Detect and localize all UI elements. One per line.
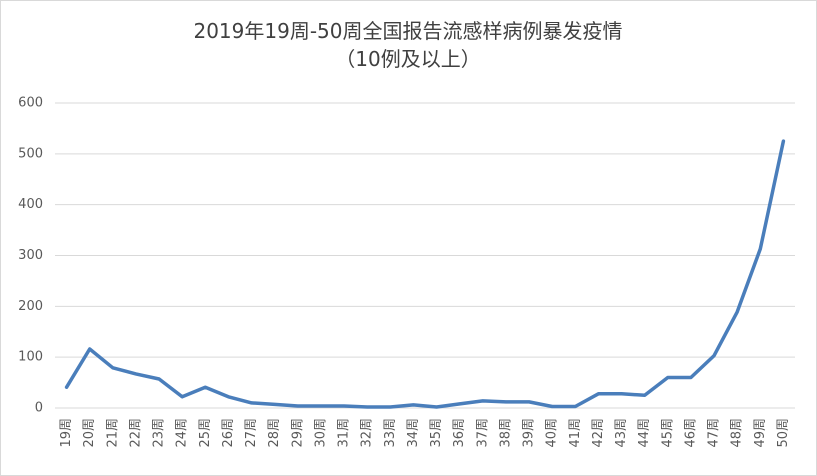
x-tick-label: 32周 (360, 418, 375, 448)
x-tick-label: 25周 (198, 418, 213, 448)
x-tick-label: 46周 (683, 418, 698, 448)
x-tick-label: 26周 (221, 418, 236, 448)
y-tick-label: 600 (18, 96, 43, 111)
x-tick-label: 42周 (591, 418, 606, 448)
data-line (64, 139, 786, 409)
x-tick-label: 43周 (614, 418, 629, 448)
x-tick-label: 24周 (175, 418, 190, 448)
x-tick-label: 40周 (545, 418, 560, 448)
x-tick-label: 23周 (152, 418, 167, 448)
x-tick-label: 27周 (244, 418, 259, 448)
x-tick-label: 48周 (730, 418, 745, 448)
x-tick-label: 39周 (522, 418, 537, 448)
chart-title: 2019年19周-50周全国报告流感样病例暴发疫情 (193, 19, 622, 43)
x-tick-label: 45周 (660, 418, 675, 448)
x-tick-label: 28周 (267, 418, 282, 448)
x-tick-label: 19周 (59, 418, 74, 448)
y-tick-label: 500 (18, 146, 43, 161)
x-tick-label: 49周 (753, 418, 768, 448)
y-tick-label: 400 (18, 197, 43, 212)
x-tick-label: 20周 (82, 418, 97, 448)
x-tick-label: 34周 (406, 418, 421, 448)
x-tick-label: 21周 (105, 418, 120, 448)
x-tick-label: 33周 (383, 418, 398, 448)
x-tick-label: 47周 (707, 418, 722, 448)
y-tick-label: 200 (18, 299, 43, 314)
y-tick-label: 100 (18, 350, 43, 365)
x-tick-label: 37周 (475, 418, 490, 448)
x-tick-label: 31周 (337, 418, 352, 448)
x-tick-label: 36周 (452, 418, 467, 448)
x-tick-label: 35周 (429, 418, 444, 448)
y-tick-label: 0 (35, 401, 43, 416)
x-tick-label: 22周 (128, 418, 143, 448)
x-tick-label: 29周 (290, 418, 305, 448)
x-tick-label: 30周 (313, 418, 328, 448)
x-tick-label: 38周 (498, 418, 513, 448)
chart-subtitle: （10例及以上） (335, 47, 480, 71)
x-tick-label: 41周 (568, 418, 583, 448)
x-tick-label: 50周 (776, 418, 791, 448)
y-tick-label: 300 (18, 248, 43, 263)
x-tick-label: 44周 (637, 418, 652, 448)
